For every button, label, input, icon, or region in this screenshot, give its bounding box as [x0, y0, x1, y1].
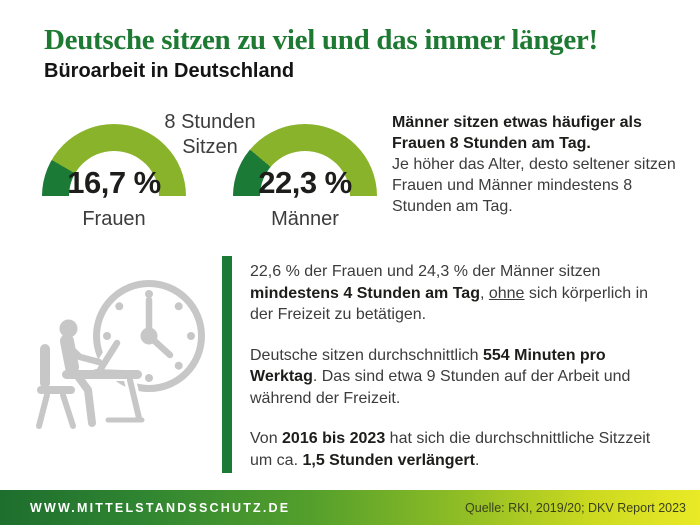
facts-block: 22,6 % der Frauen und 24,3 % der Männer …	[250, 261, 664, 490]
side-note: Männer sitzen etwas häufiger als Frauen …	[392, 112, 684, 217]
side-note-bold: Männer sitzen etwas häufiger als Frauen …	[392, 114, 642, 152]
footer-bar: WWW.MITTELSTANDSSCHUTZ.DE Quelle: RKI, 2…	[0, 490, 700, 525]
gauge-value-frauen: 16,7 %	[67, 165, 161, 200]
gauge-center-label: 8 Stunden Sitzen	[145, 110, 275, 160]
page-subtitle: Büroarbeit in Deutschland	[44, 60, 295, 82]
person-at-desk-with-clock-icon	[35, 278, 210, 432]
fact-paragraph-2: Deutsche sitzen durchschnittlich 554 Min…	[250, 346, 631, 407]
gauge-maenner: 22,3 % Männer	[233, 124, 377, 236]
side-note-regular: Je höher das Alter, desto seltener sitze…	[392, 156, 676, 215]
gauge-label-maenner: Männer	[271, 208, 339, 230]
gauge-label-frauen: Frauen	[82, 208, 146, 230]
vertical-divider-bar	[222, 256, 232, 473]
gauge-center-label-line1: 8 Stunden	[164, 111, 256, 133]
gauge-frauen: 16,7 % Frauen	[42, 124, 186, 236]
footer-source: Quelle: RKI, 2019/20; DKV Report 2023	[465, 500, 686, 515]
gauge-value-maenner: 22,3 %	[258, 165, 352, 200]
gauge-center-label-line2: Sitzen	[182, 136, 238, 158]
page-title: Deutsche sitzen zu viel und das immer lä…	[44, 24, 598, 56]
fact-paragraph-3: Von 2016 bis 2023 hat sich die durchschn…	[250, 430, 651, 469]
footer-website: WWW.MITTELSTANDSSCHUTZ.DE	[30, 500, 291, 515]
fact-paragraph-1: 22,6 % der Frauen und 24,3 % der Männer …	[250, 263, 649, 323]
